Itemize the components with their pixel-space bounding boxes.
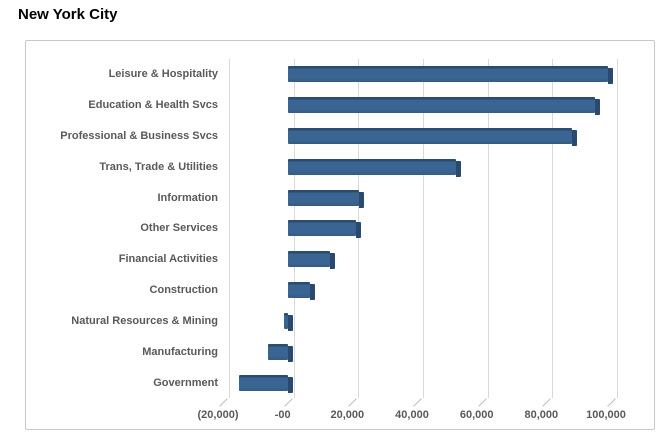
- x-axis-tick-label: 100,000: [586, 409, 626, 421]
- bar-end-cap: [455, 160, 461, 177]
- category-label-construction: Construction: [149, 284, 218, 297]
- chart-row: Government: [26, 367, 654, 398]
- chart-row: Trans, Trade & Utilities: [26, 151, 654, 182]
- chart-row: Financial Activities: [26, 244, 654, 275]
- bar-end-cap: [594, 99, 600, 116]
- chart-row: Construction: [26, 275, 654, 306]
- x-axis-tick-label: -00: [274, 409, 291, 421]
- axis-tick-mark: [607, 398, 616, 407]
- x-axis-tick-label: 20,000: [330, 409, 365, 421]
- chart-row: Education & Health Svcs: [26, 90, 654, 121]
- bar-end-cap: [287, 314, 293, 331]
- gridline: [229, 59, 230, 398]
- bar-end-cap: [329, 253, 335, 270]
- bar-education-health-svcs: [287, 97, 600, 116]
- page-title: New York City: [18, 6, 118, 23]
- x-axis-tick-label: 80,000: [524, 409, 559, 421]
- bar-financial-activities: [287, 251, 335, 270]
- bar-information: [287, 189, 364, 208]
- axis-tick-mark: [477, 398, 487, 407]
- axis-tick-mark: [348, 398, 358, 407]
- bar-manufacturing: [268, 343, 293, 362]
- bar-end-cap: [310, 284, 316, 301]
- category-label-information: Information: [157, 191, 219, 204]
- bar-end-cap: [607, 68, 613, 85]
- category-label-professional-business-svcs: Professional & Business Svcs: [60, 130, 218, 143]
- category-label-natural-resources-mining: Natural Resources & Mining: [71, 314, 218, 327]
- x-axis-tick-label: 40,000: [395, 409, 429, 421]
- bar-end-cap: [358, 191, 364, 208]
- category-label-other-services: Other Services: [140, 222, 218, 235]
- x-axis-tick-label: 60,000: [459, 409, 494, 421]
- chart-row: Information: [26, 182, 654, 213]
- chart-row: Other Services: [26, 213, 654, 244]
- axis-tick-mark: [413, 398, 422, 407]
- bar-trans-trade-utilities: [287, 158, 461, 177]
- chart-row: Professional & Business Svcs: [26, 121, 654, 152]
- category-label-trans-trade-utilities: Trans, Trade & Utilities: [99, 160, 218, 173]
- bar-other-services: [287, 220, 361, 239]
- bar-professional-business-svcs: [287, 128, 578, 147]
- category-label-leisure-hospitality: Leisure & Hospitality: [108, 68, 218, 81]
- axis-tick-mark: [283, 398, 293, 407]
- bar-leisure-hospitality: [287, 66, 613, 85]
- bar-end-cap: [355, 222, 361, 239]
- category-label-manufacturing: Manufacturing: [142, 345, 218, 358]
- chart-panel: Leisure & Hospitality Education & Health …: [25, 40, 655, 430]
- bar-government: [239, 374, 293, 393]
- category-label-financial-activities: Financial Activities: [118, 253, 218, 266]
- gridline: [552, 59, 554, 398]
- category-label-education-health-svcs: Education & Health Svcs: [88, 99, 218, 112]
- gridline: [617, 59, 618, 398]
- x-axis-tick-label: (20,000): [197, 409, 239, 421]
- bar-end-cap: [572, 130, 578, 147]
- bar-construction: [287, 282, 316, 301]
- bar-end-cap: [287, 376, 293, 393]
- bar-natural-resources-mining: [284, 312, 293, 331]
- bar-end-cap: [287, 345, 293, 362]
- chart-row: Manufacturing: [26, 336, 654, 367]
- axis-tick-mark: [542, 398, 552, 407]
- gridline: [487, 59, 489, 398]
- chart-row: Leisure & Hospitality: [26, 59, 654, 90]
- category-label-government: Government: [153, 376, 218, 389]
- chart-row: Natural Resources & Mining: [26, 306, 654, 337]
- axis-tick-mark: [219, 398, 228, 407]
- gridline: [423, 59, 424, 398]
